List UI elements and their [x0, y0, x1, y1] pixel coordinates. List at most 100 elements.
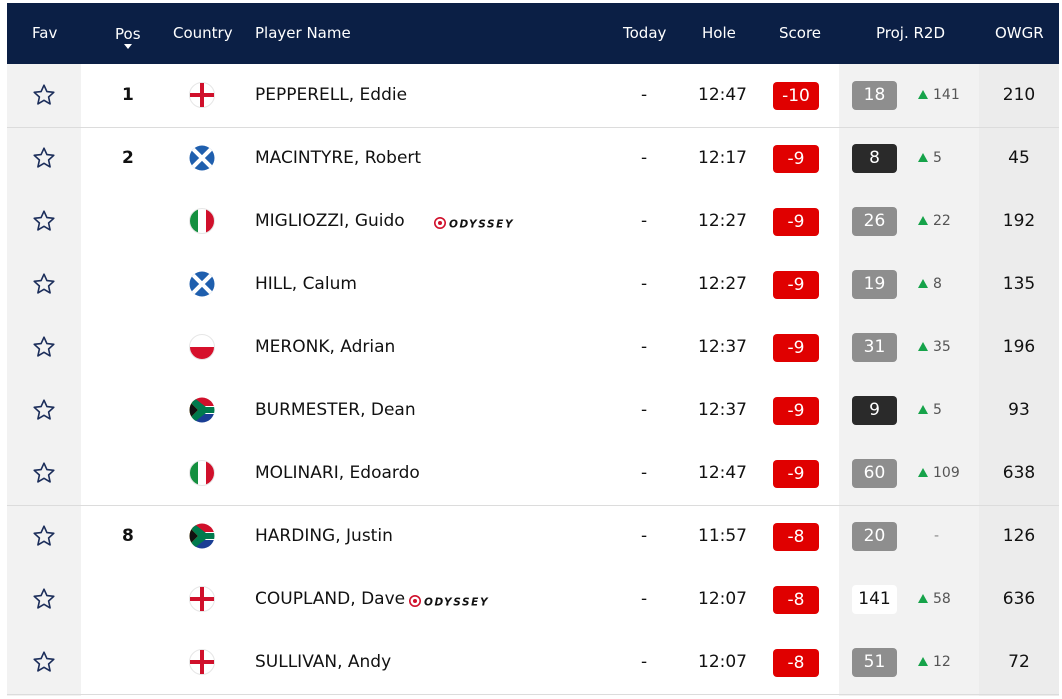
header-pos-sort[interactable]: Pos: [115, 3, 145, 64]
svg-text:ODYSSEY: ODYSSEY: [449, 218, 514, 230]
table-row[interactable]: MIGLIOZZI, Guido ODYSSEY - 12:27 -9 26 22 192: [0, 190, 1062, 253]
player-last-name: HARDING: [255, 526, 336, 546]
up-arrow-icon: [918, 468, 928, 477]
header-player-name: Player Name: [255, 24, 351, 42]
today-score: -: [641, 148, 648, 168]
owgr-rank: 72: [1008, 652, 1030, 672]
player-name[interactable]: MACINTYRE, Robert: [255, 148, 422, 168]
player-first-name: Calum: [302, 274, 357, 294]
favorite-star-icon[interactable]: [32, 209, 56, 233]
favorite-star-icon[interactable]: [32, 335, 56, 359]
r2d-movement-value: 12: [933, 654, 951, 670]
position: 2: [122, 148, 134, 168]
player-name[interactable]: BURMESTER, Dean: [255, 400, 416, 420]
player-last-name: PEPPERELL: [255, 85, 349, 105]
score-badge: -8: [773, 649, 819, 677]
today-score: -: [641, 85, 648, 105]
favorite-star-icon[interactable]: [32, 524, 56, 548]
r2d-movement: 109: [918, 442, 960, 505]
favorite-star-icon[interactable]: [32, 83, 56, 107]
player-name[interactable]: SULLIVAN, Andy: [255, 652, 392, 672]
player-name[interactable]: MIGLIOZZI, Guido: [255, 211, 405, 231]
player-name[interactable]: MERONK, Adrian: [255, 337, 396, 357]
score-badge: -8: [773, 523, 819, 551]
header-score: Score: [779, 24, 822, 42]
player-last-name: MOLINARI: [255, 463, 339, 483]
table-row[interactable]: HILL, Calum - 12:27 -9 19 8 135: [0, 253, 1062, 316]
group-divider: [7, 127, 1059, 128]
svg-text:ODYSSEY: ODYSSEY: [424, 596, 489, 608]
favorite-star-icon[interactable]: [32, 461, 56, 485]
player-name[interactable]: COUPLAND, Dave: [255, 589, 406, 609]
r2d-movement: 8: [918, 253, 942, 316]
flag-england-icon: [189, 649, 215, 675]
proj-r2d-rank: 26: [852, 207, 897, 236]
player-first-name: Robert: [364, 148, 422, 168]
table-row[interactable]: 1 PEPPERELL, Eddie - 12:47 -10 18 141 210: [0, 64, 1062, 127]
flag-poland-icon: [189, 334, 215, 360]
table-row[interactable]: 8 HARDING, Justin - 11:57 -8 20 - 126: [0, 505, 1062, 568]
table-row[interactable]: COUPLAND, Dave ODYSSEY - 12:07 -8 141 58 636: [0, 568, 1062, 631]
r2d-movement: 12: [918, 631, 951, 694]
player-name[interactable]: HILL, Calum: [255, 274, 357, 294]
player-last-name: MIGLIOZZI: [255, 211, 345, 231]
flag-south-africa-icon: [189, 397, 215, 423]
player-first-name: Eddie: [359, 85, 408, 105]
favorite-star-icon[interactable]: [32, 272, 56, 296]
player-first-name: Justin: [346, 526, 393, 546]
table-row[interactable]: 2 MACINTYRE, Robert - 12:17 -9 8 5 45: [0, 127, 1062, 190]
table-row[interactable]: MERONK, Adrian - 12:37 -9 31 35 196: [0, 316, 1062, 379]
player-name[interactable]: MOLINARI, Edoardo: [255, 463, 420, 483]
today-score: -: [641, 211, 648, 231]
r2d-movement: 5: [918, 127, 942, 190]
r2d-movement-value: 22: [933, 213, 951, 229]
tee-time: 12:47: [698, 463, 747, 483]
favorite-star-icon[interactable]: [32, 587, 56, 611]
tee-time: 12:27: [698, 211, 747, 231]
position: 8: [122, 526, 134, 546]
proj-r2d-rank: 60: [852, 459, 897, 488]
r2d-movement: 35: [918, 316, 951, 379]
proj-r2d-rank: 9: [852, 396, 897, 425]
up-arrow-icon: [918, 657, 928, 666]
r2d-movement: 5: [918, 379, 942, 442]
r2d-movement-value: 8: [933, 276, 942, 292]
favorite-star-icon[interactable]: [32, 398, 56, 422]
header-country: Country: [173, 24, 233, 42]
table-row[interactable]: SULLIVAN, Andy - 12:07 -8 51 12 72: [0, 631, 1062, 694]
leaderboard-header: Fav Pos Country Player Name Today Hole S…: [7, 3, 1059, 64]
proj-r2d-rank: 20: [852, 522, 897, 551]
proj-r2d-rank: 8: [852, 144, 897, 173]
today-score: -: [641, 652, 648, 672]
up-arrow-icon: [918, 216, 928, 225]
flag-scotland-icon: [189, 271, 215, 297]
r2d-movement-value: 5: [933, 150, 942, 166]
r2d-movement: 22: [918, 190, 951, 253]
tee-time: 12:07: [698, 652, 747, 672]
favorite-star-icon[interactable]: [32, 146, 56, 170]
score-badge: -9: [773, 397, 819, 425]
position: 1: [122, 85, 134, 105]
group-divider: [7, 505, 1059, 506]
r2d-movement: 141: [918, 64, 960, 127]
today-score: -: [641, 274, 648, 294]
owgr-rank: 135: [1002, 274, 1036, 294]
player-name[interactable]: HARDING, Justin: [255, 526, 393, 546]
flag-scotland-icon: [189, 145, 215, 171]
proj-r2d-rank: 51: [852, 648, 897, 677]
owgr-rank: 210: [1002, 85, 1036, 105]
score-badge: -9: [773, 145, 819, 173]
player-first-name: Andy: [347, 652, 392, 672]
score-badge: -9: [773, 334, 819, 362]
table-row[interactable]: BURMESTER, Dean - 12:37 -9 9 5 93: [0, 379, 1062, 442]
header-hole: Hole: [702, 24, 736, 42]
favorite-star-icon[interactable]: [32, 650, 56, 674]
table-row[interactable]: MOLINARI, Edoardo - 12:47 -9 60 109 638: [0, 442, 1062, 505]
r2d-movement-value: 35: [933, 339, 951, 355]
player-name[interactable]: PEPPERELL, Eddie: [255, 85, 408, 105]
proj-r2d-rank: 141: [852, 585, 897, 614]
header-today: Today: [623, 24, 667, 42]
score-badge: -10: [773, 82, 819, 110]
flag-italy-icon: [189, 460, 215, 486]
